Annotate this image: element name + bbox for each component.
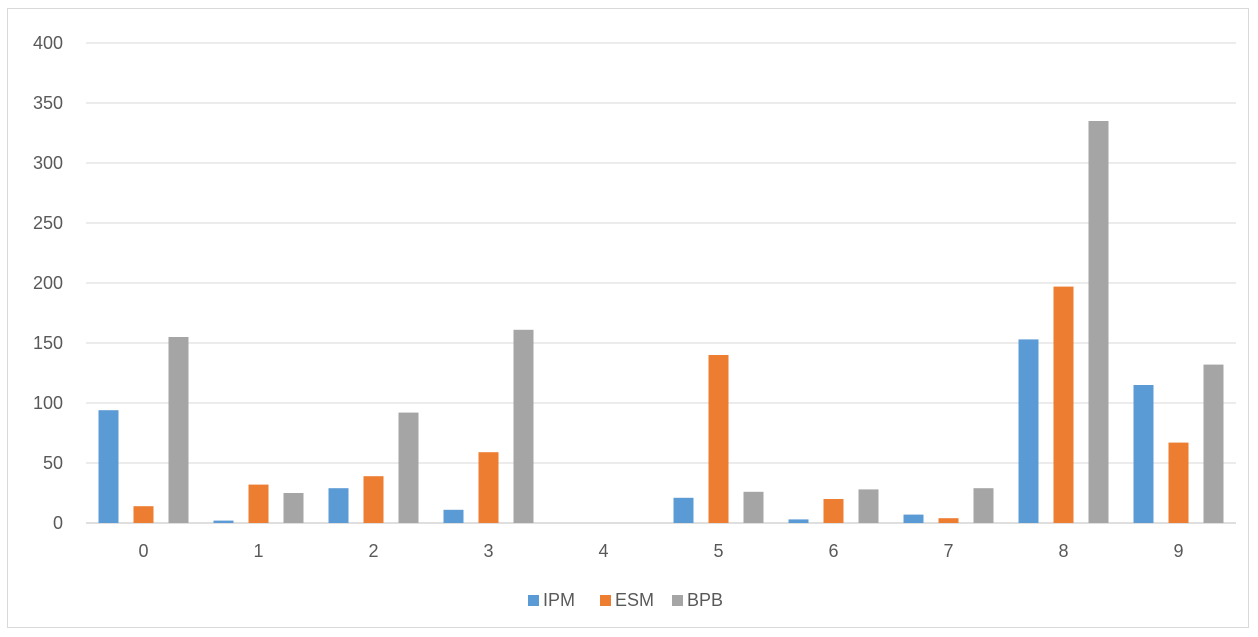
- chart-container: 0 50 100 150 200 250 300 350 400 0 1 2 3 4 5 6 7 8 9 IPM E…: [7, 8, 1249, 628]
- legend-label-bpb: BPB: [687, 590, 723, 610]
- bar-ipm-9: [1133, 385, 1154, 523]
- bar-bpb-8: [1088, 121, 1109, 523]
- x-tick-label: 9: [1173, 541, 1183, 561]
- bar-esm-0: [133, 506, 154, 523]
- y-axis-ticks: 0 50 100 150 200 250 300 350 400: [33, 33, 63, 533]
- legend-label-esm: ESM: [615, 590, 654, 610]
- bar-ipm-0: [98, 410, 119, 523]
- y-tick-label: 150: [33, 333, 63, 353]
- y-tick-label: 300: [33, 153, 63, 173]
- x-tick-label: 7: [943, 541, 953, 561]
- gridlines: [86, 42, 1236, 524]
- bar-bpb-1: [283, 493, 304, 523]
- y-tick-label: 50: [43, 453, 63, 473]
- x-tick-label: 6: [828, 541, 838, 561]
- bar-esm-9: [1168, 442, 1189, 523]
- legend-label-ipm: IPM: [543, 590, 575, 610]
- bar-bpb-0: [168, 337, 189, 523]
- bar-bpb-7: [973, 488, 994, 523]
- y-tick-label: 100: [33, 393, 63, 413]
- bar-ipm-5: [673, 497, 694, 523]
- bar-ipm-6: [788, 519, 809, 523]
- x-tick-label: 8: [1058, 541, 1068, 561]
- bar-esm-5: [708, 355, 729, 523]
- bar-esm-3: [478, 452, 499, 523]
- bars: [98, 121, 1224, 523]
- legend: IPM ESM BPB: [528, 590, 723, 610]
- legend-swatch-esm: [600, 595, 611, 606]
- bar-bpb-5: [743, 491, 764, 523]
- bar-esm-2: [363, 476, 384, 523]
- bar-bpb-3: [513, 329, 534, 523]
- y-tick-label: 0: [53, 513, 63, 533]
- x-tick-label: 2: [368, 541, 378, 561]
- y-tick-label: 350: [33, 93, 63, 113]
- bar-esm-6: [823, 499, 844, 523]
- x-axis-ticks: 0 1 2 3 4 5 6 7 8 9: [138, 541, 1183, 561]
- bar-ipm-7: [903, 514, 924, 523]
- x-tick-label: 1: [253, 541, 263, 561]
- x-tick-label: 0: [138, 541, 148, 561]
- x-tick-label: 4: [598, 541, 608, 561]
- bar-ipm-8: [1018, 339, 1039, 523]
- y-tick-label: 200: [33, 273, 63, 293]
- bar-esm-1: [248, 484, 269, 523]
- bar-ipm-2: [328, 488, 349, 523]
- bar-ipm-1: [213, 520, 234, 523]
- legend-swatch-bpb: [672, 595, 683, 606]
- legend-swatch-ipm: [528, 595, 539, 606]
- bar-bpb-6: [858, 489, 879, 523]
- y-tick-label: 400: [33, 33, 63, 53]
- bar-esm-7: [938, 518, 959, 523]
- bar-ipm-3: [443, 509, 464, 523]
- bar-bpb-2: [398, 412, 419, 523]
- bar-chart: 0 50 100 150 200 250 300 350 400 0 1 2 3 4 5 6 7 8 9 IPM E…: [33, 33, 1236, 610]
- x-tick-label: 5: [713, 541, 723, 561]
- bar-esm-8: [1053, 286, 1074, 523]
- x-tick-label: 3: [483, 541, 493, 561]
- bar-bpb-9: [1203, 364, 1224, 523]
- y-tick-label: 250: [33, 213, 63, 233]
